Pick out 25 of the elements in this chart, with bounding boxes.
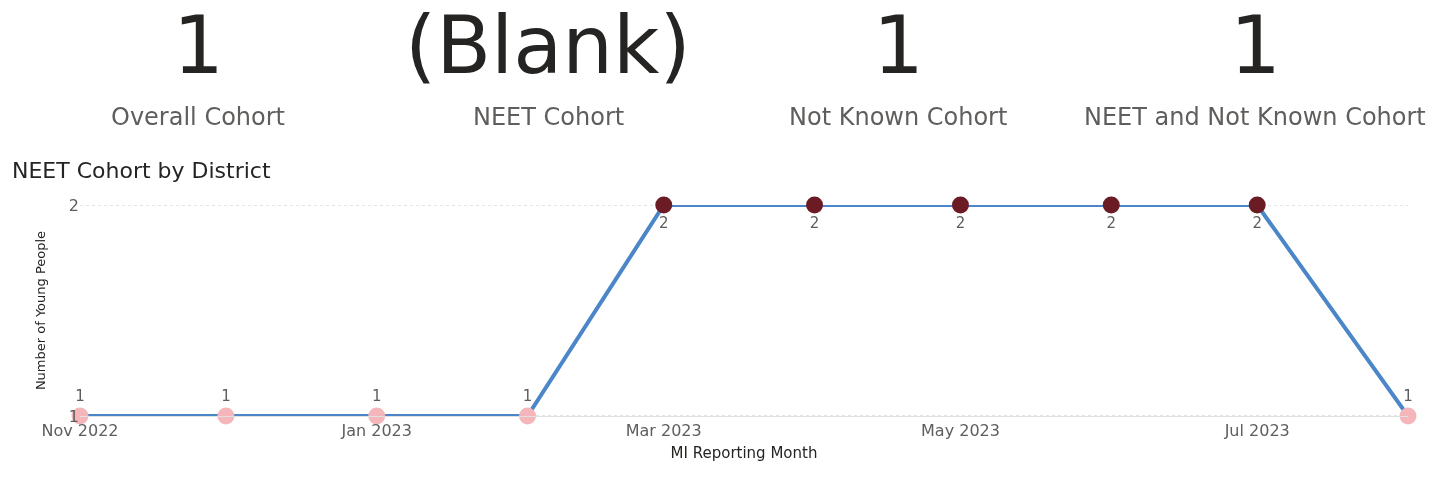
text: Overall Cohort <box>111 103 286 131</box>
x-tick-label: Jul 2023 <box>1223 421 1290 441</box>
data-label: 1 <box>522 386 533 405</box>
y-axis-title: Number of Young People <box>32 230 48 391</box>
data-label: 2 <box>1252 213 1262 232</box>
text: Not Known Cohort <box>789 103 1008 131</box>
text: 1 <box>173 0 224 92</box>
x-tick-label: Mar 2023 <box>625 421 702 441</box>
x-tick-label: Jan 2023 <box>340 421 412 441</box>
data-label: 2 <box>658 213 669 232</box>
text: NEET and Not Known Cohort <box>1084 103 1426 131</box>
text: 1 <box>873 0 924 92</box>
text: NEET Cohort <box>473 103 625 131</box>
data-label: 1 <box>221 386 231 405</box>
chart-title: NEET Cohort by District <box>12 158 271 183</box>
x-axis-title: MI Reporting Month <box>670 444 818 463</box>
data-label: 2 <box>1106 213 1117 232</box>
data-label: 2 <box>809 213 820 232</box>
x-tick-label: May 2023 <box>921 421 1000 441</box>
data-label: 1 <box>371 386 382 405</box>
data-label: 1 <box>1403 386 1413 405</box>
text: 1 <box>1230 0 1281 92</box>
data-label: 2 <box>955 213 966 232</box>
text: (Blank) <box>405 0 691 92</box>
x-tick-label: Nov 2022 <box>41 421 119 441</box>
